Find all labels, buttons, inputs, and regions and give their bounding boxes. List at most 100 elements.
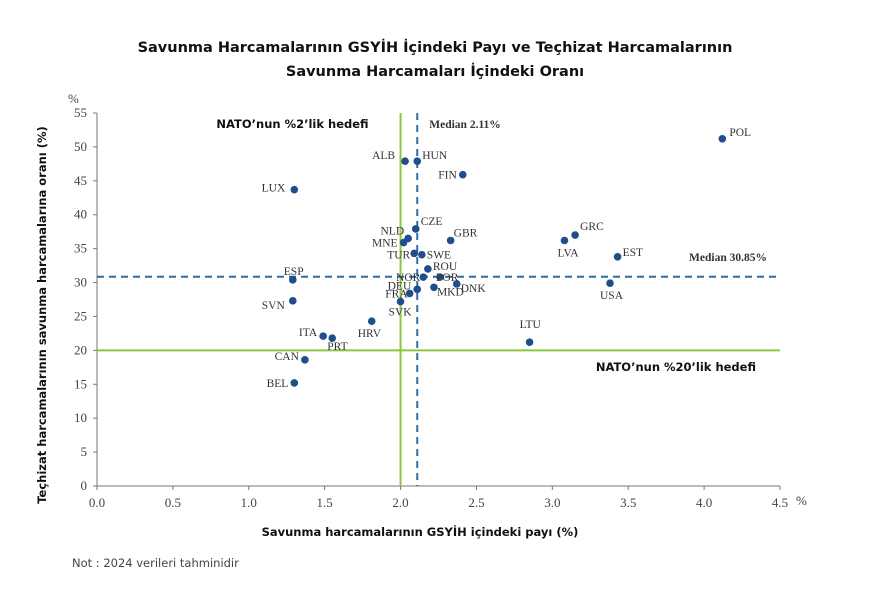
chart-title-line-2: Savunma Harcamaları İçindeki Oranı — [285, 64, 585, 80]
point-label-deu: DEU — [388, 280, 412, 292]
y-tick-label: 55 — [74, 105, 87, 120]
y-median-label: Median 30.85% — [689, 252, 767, 264]
data-point-por — [436, 273, 444, 281]
x-median-label: Median 2.11% — [429, 119, 501, 131]
y-tick-label: 30 — [74, 275, 87, 290]
data-point-fra — [405, 289, 414, 298]
data-point-fin — [458, 170, 467, 179]
x-tick-label: 3.5 — [620, 495, 636, 510]
point-label-mkd: MKD — [437, 286, 464, 298]
footnote: Not : 2024 verileri tahminidir — [72, 556, 239, 570]
data-points — [288, 134, 727, 387]
data-point-svk — [396, 297, 405, 306]
point-label-cze: CZE — [421, 216, 443, 228]
point-label-alb: ALB — [372, 150, 395, 162]
x-tick-label: 0.0 — [89, 495, 105, 510]
data-point-svn — [288, 297, 297, 305]
y-axis-unit: % — [68, 91, 79, 106]
data-point-can — [301, 356, 309, 364]
point-label-hrv: HRV — [358, 328, 382, 340]
point-label-est: EST — [623, 247, 643, 259]
point-label-can: CAN — [275, 351, 300, 363]
data-point-esp — [288, 276, 297, 284]
point-label-tur: TUR — [387, 249, 410, 261]
point-label-fra: FRA — [385, 288, 408, 300]
point-label-pol: POL — [729, 127, 751, 139]
point-label-prt: PRT — [327, 341, 347, 353]
data-point-bel — [290, 379, 299, 387]
x-tick-label: 1.0 — [241, 495, 257, 510]
point-label-nld: NLD — [381, 225, 405, 237]
data-point-mne — [399, 238, 408, 247]
y-axis-label: Teçhizat harcamalarının savunma harcamal… — [35, 126, 49, 504]
point-label-grc: GRC — [580, 221, 604, 233]
nato-2-percent-target-label: NATO’nun %2’lik hedefi — [216, 117, 368, 131]
data-point-hrv — [367, 317, 376, 326]
target-label-background — [592, 355, 774, 377]
data-point-swe — [418, 250, 426, 259]
y-tick-label: 0 — [81, 478, 88, 493]
data-point-ltu — [525, 338, 534, 347]
data-point-dnk — [452, 280, 461, 288]
point-label-rou: ROU — [433, 261, 458, 273]
data-point-usa — [606, 279, 614, 288]
chart-title: Savunma Harcamalarının GSYİH İçindeki Pa… — [0, 36, 870, 84]
x-tick-label: 2.5 — [468, 495, 484, 510]
y-tick-label: 35 — [74, 241, 87, 256]
point-label-swe: SWE — [427, 250, 451, 262]
y-tick-label: 50 — [74, 139, 87, 154]
point-label-bel: BEL — [267, 378, 289, 390]
x-tick-label: 2.0 — [392, 495, 408, 510]
point-label-nor: NOR — [396, 272, 421, 284]
y-tick-label: 40 — [74, 207, 87, 222]
chart-title-line-1: Savunma Harcamalarının GSYİH İçindeki Pa… — [137, 40, 733, 56]
x-tick-label: 1.5 — [317, 495, 333, 510]
point-label-ltu: LTU — [520, 319, 542, 331]
x-tick-label: 4.5 — [772, 495, 788, 510]
data-point-grc — [571, 231, 579, 239]
data-point-rou — [424, 265, 432, 273]
axes: 0 5 10 15 20 25 30 35 40 45 50 55 0.0 0.5 1.0 1.5 2.0 2.5… — [74, 105, 788, 510]
x-axis-label: Savunma harcamalarının GSYİH içindeki pa… — [262, 524, 579, 539]
x-tick-label: 0.5 — [165, 495, 181, 510]
data-point-deu — [413, 285, 422, 294]
point-label-svn: SVN — [262, 300, 286, 312]
point-label-por: POR — [436, 272, 459, 284]
data-point-pol — [718, 134, 727, 143]
x-tick-label: 4.0 — [696, 495, 712, 510]
data-point-alb — [401, 157, 409, 165]
point-label-hun: HUN — [422, 150, 448, 162]
target-label-background — [204, 113, 377, 133]
x-axis-unit: % — [796, 493, 807, 508]
data-point-prt — [328, 334, 337, 342]
data-point-est — [613, 252, 622, 261]
point-label-gbr: GBR — [454, 227, 478, 239]
y-tick-label: 15 — [74, 376, 87, 391]
data-point-ita — [319, 332, 327, 340]
y-tick-label: 25 — [74, 308, 87, 323]
point-label-esp: ESP — [284, 266, 304, 278]
data-point-hun — [413, 157, 422, 165]
point-label-fin: FIN — [438, 170, 457, 182]
y-tick-label: 20 — [74, 342, 87, 357]
point-label-usa: USA — [600, 290, 624, 302]
point-label-lva: LVA — [557, 247, 579, 259]
y-tick-label: 10 — [74, 410, 87, 425]
data-point-nor — [419, 273, 428, 281]
data-point-tur — [410, 249, 419, 258]
point-label-dnk: DNK — [461, 283, 487, 295]
data-point-lva — [560, 236, 569, 245]
data-point-lux — [290, 185, 299, 194]
data-point-gbr — [446, 236, 455, 245]
data-point-mkd — [430, 283, 438, 292]
data-point-cze — [411, 225, 420, 233]
point-label-svk: SVK — [389, 307, 413, 319]
y-tick-label: 45 — [74, 173, 87, 188]
point-label-ita: ITA — [299, 327, 318, 339]
point-label-lux: LUX — [262, 183, 286, 195]
point-label-mne: MNE — [372, 238, 398, 250]
y-tick-label: 5 — [81, 444, 88, 459]
x-tick-label: 3.0 — [544, 495, 560, 510]
